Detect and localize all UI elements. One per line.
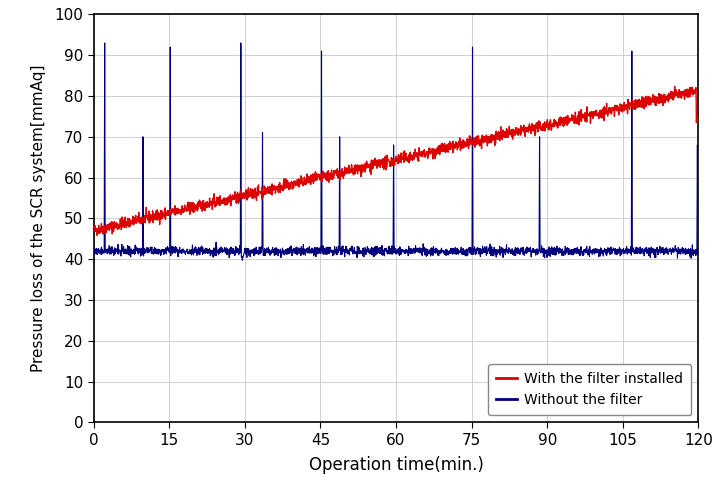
Legend: With the filter installed, Without the filter: With the filter installed, Without the f… xyxy=(488,364,691,416)
Y-axis label: Pressure loss of the SCR system[mmAq]: Pressure loss of the SCR system[mmAq] xyxy=(31,65,46,372)
X-axis label: Operation time(min.): Operation time(min.) xyxy=(309,456,483,474)
